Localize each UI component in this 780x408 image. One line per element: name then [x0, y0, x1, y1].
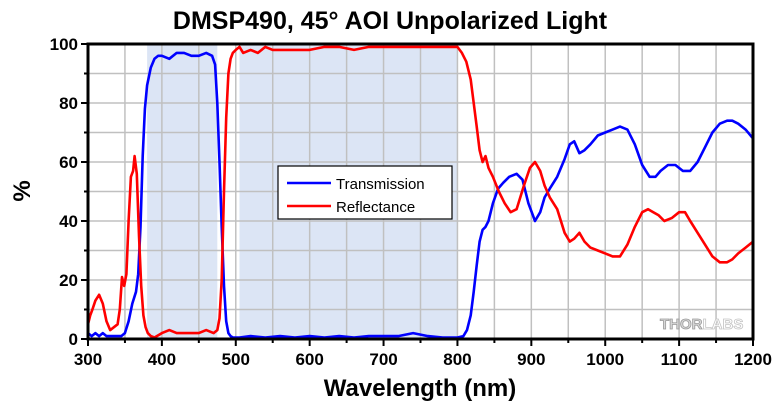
chart-title: DMSP490, 45° AOI Unpolarized Light [173, 7, 608, 35]
x-tick-label: 1000 [586, 350, 624, 369]
legend-box [277, 165, 453, 220]
x-tick-label: 600 [295, 350, 323, 369]
y-tick-label: 100 [50, 35, 78, 54]
legend-label-transmission: Transmission [336, 176, 425, 193]
x-tick-label: 500 [222, 350, 250, 369]
x-tick-label: 1100 [661, 350, 698, 369]
y-tick-label: 80 [59, 94, 78, 113]
y-tick-label: 20 [59, 271, 78, 290]
x-tick-label: 1200 [734, 350, 772, 369]
thorlabs-logo: THORLABS [660, 316, 744, 334]
x-tick-label: 400 [148, 350, 176, 369]
series-lines [86, 45, 754, 339]
x-tick-label: 700 [369, 350, 397, 369]
logo-text-dark: THOR [660, 316, 703, 333]
x-tick-label: 300 [74, 350, 102, 369]
y-axis-label: % [9, 180, 36, 201]
legend: Transmission Reflectance [277, 165, 453, 220]
series-line-reflectance [86, 45, 754, 339]
x-tick-labels: 300 400 500 600 700 800 900 1000 1100 1200 [74, 350, 772, 369]
series-line-transmission [87, 51, 754, 339]
y-tick-label: 40 [59, 212, 78, 231]
y-tick-label: 60 [59, 153, 78, 172]
x-tick-label: 800 [443, 350, 471, 369]
logo-text-light: LABS [703, 316, 744, 333]
x-tick-label: 900 [517, 350, 545, 369]
svg-text:THORLABS: THORLABS [660, 316, 743, 333]
y-tick-label: 0 [69, 330, 78, 349]
axis-ticks [81, 43, 754, 346]
x-axis-label: Wavelength (nm) [324, 375, 516, 402]
legend-label-reflectance: Reflectance [336, 199, 415, 216]
y-tick-labels: 0 20 40 60 80 100 [50, 35, 78, 349]
